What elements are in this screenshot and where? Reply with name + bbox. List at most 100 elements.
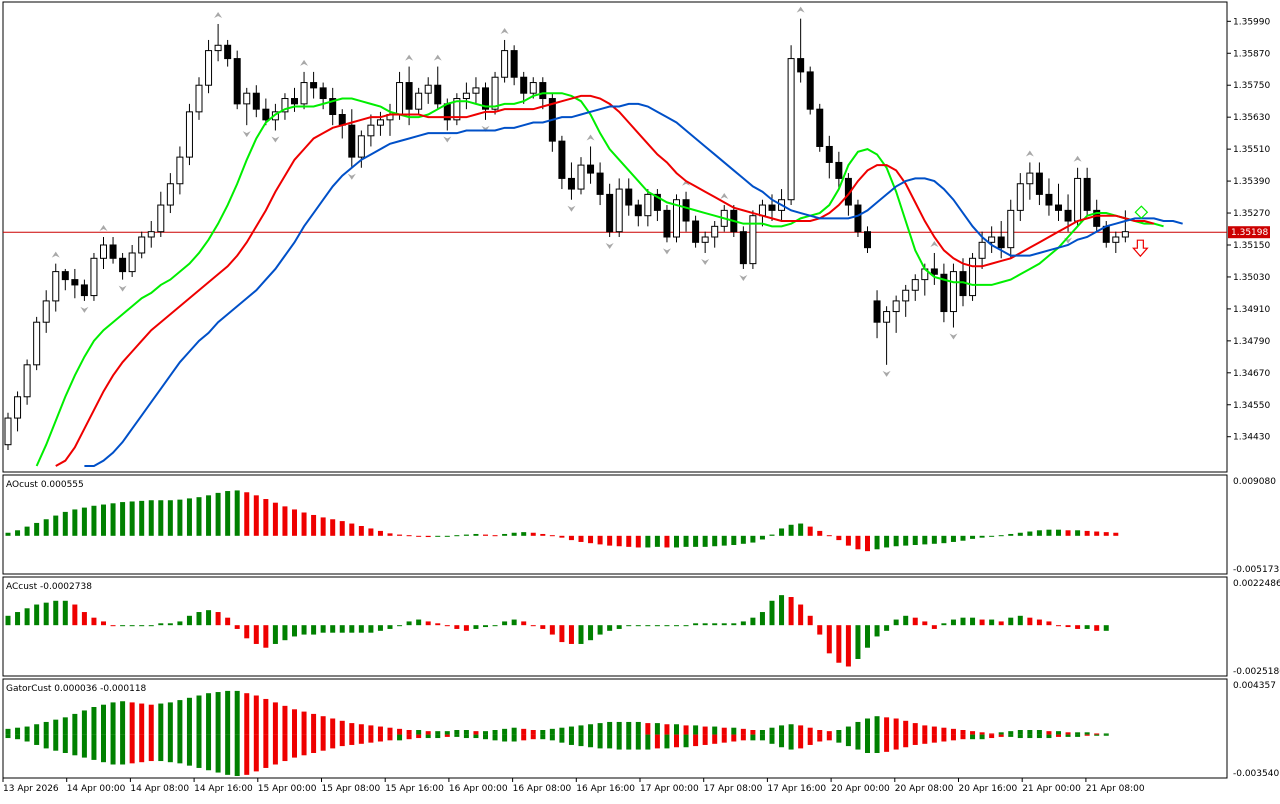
candle[interactable] [33, 316, 41, 371]
candle[interactable] [625, 178, 633, 216]
candle[interactable] [567, 162, 575, 200]
candle[interactable] [988, 226, 996, 253]
candle[interactable] [615, 178, 623, 237]
candle[interactable] [892, 295, 900, 333]
candle[interactable] [166, 173, 174, 214]
candle[interactable] [357, 130, 365, 168]
candle[interactable] [157, 191, 165, 237]
candle[interactable] [806, 66, 814, 115]
candle[interactable] [348, 109, 356, 168]
candle[interactable] [587, 146, 595, 184]
candle[interactable] [310, 71, 318, 99]
candle[interactable] [883, 306, 891, 365]
candle[interactable] [415, 87, 423, 115]
candle[interactable] [653, 189, 661, 222]
candle[interactable] [596, 162, 604, 206]
candle[interactable] [940, 263, 948, 323]
candle[interactable] [90, 252, 98, 301]
candle[interactable] [1035, 162, 1043, 206]
gator-panel[interactable] [2, 678, 1228, 779]
candle[interactable] [243, 87, 251, 126]
candle[interactable] [558, 135, 566, 190]
candle[interactable] [711, 221, 719, 248]
candle[interactable] [949, 263, 957, 328]
ao-panel[interactable] [2, 474, 1228, 575]
candle[interactable] [510, 45, 518, 86]
main-panel[interactable] [2, 1, 1228, 473]
candle[interactable] [1112, 231, 1120, 253]
candle[interactable] [835, 151, 843, 190]
candle[interactable] [214, 23, 222, 62]
candle[interactable] [634, 199, 642, 227]
candle[interactable] [1083, 167, 1091, 216]
candle[interactable] [61, 268, 69, 291]
candle[interactable] [739, 226, 747, 269]
candle[interactable] [864, 226, 871, 253]
candle[interactable] [816, 103, 824, 152]
candle[interactable] [520, 71, 528, 104]
candle[interactable] [138, 231, 146, 259]
candle[interactable] [873, 290, 881, 339]
candle[interactable] [1121, 210, 1129, 243]
candle[interactable] [854, 199, 862, 237]
candle[interactable] [797, 18, 805, 83]
candle[interactable] [329, 87, 337, 126]
candle[interactable] [71, 268, 79, 299]
candle[interactable] [128, 244, 136, 277]
candle[interactable] [4, 412, 12, 451]
candle[interactable] [1007, 199, 1015, 259]
candle[interactable] [501, 39, 509, 83]
candle[interactable] [462, 82, 470, 110]
candle[interactable] [1026, 162, 1034, 200]
candle[interactable] [1055, 183, 1062, 222]
candle[interactable] [52, 263, 60, 312]
candle[interactable] [376, 111, 384, 136]
candle[interactable] [606, 183, 614, 237]
candle[interactable] [434, 66, 442, 110]
candle[interactable] [673, 194, 680, 243]
candle[interactable] [491, 71, 499, 115]
candle[interactable] [300, 71, 308, 110]
candle[interactable] [224, 39, 232, 67]
candle[interactable] [577, 157, 585, 195]
ac-panel[interactable] [2, 576, 1228, 677]
candle[interactable] [902, 284, 910, 317]
candle[interactable] [233, 50, 241, 110]
candle[interactable] [930, 252, 938, 285]
candle[interactable] [23, 359, 31, 405]
candle[interactable] [787, 45, 795, 206]
candle[interactable] [424, 77, 432, 104]
candle[interactable] [80, 279, 88, 301]
candle[interactable] [367, 114, 375, 147]
candle[interactable] [692, 215, 700, 248]
candle[interactable] [147, 221, 155, 248]
candle[interactable] [119, 252, 127, 280]
candle[interactable] [262, 98, 270, 126]
candle[interactable] [997, 221, 1005, 259]
candle[interactable] [1016, 173, 1024, 222]
candle[interactable] [663, 205, 671, 243]
candle[interactable] [109, 237, 117, 264]
candle[interactable] [281, 93, 289, 120]
candle[interactable] [14, 391, 22, 432]
candle[interactable] [176, 146, 184, 195]
candle[interactable] [1045, 178, 1053, 216]
candle[interactable] [682, 191, 690, 232]
candle[interactable] [701, 231, 709, 253]
candle[interactable] [252, 85, 260, 118]
candle[interactable] [969, 252, 977, 301]
candle[interactable] [749, 210, 757, 269]
candle[interactable] [195, 77, 203, 120]
candle[interactable] [482, 82, 489, 120]
candle[interactable] [825, 135, 833, 179]
candle[interactable] [205, 39, 213, 94]
candle[interactable] [291, 87, 298, 112]
candle[interactable] [100, 237, 107, 269]
candle[interactable] [472, 77, 480, 104]
candle[interactable] [911, 274, 919, 301]
candle[interactable] [644, 189, 652, 227]
candle[interactable] [185, 103, 193, 166]
candle[interactable] [453, 93, 461, 126]
